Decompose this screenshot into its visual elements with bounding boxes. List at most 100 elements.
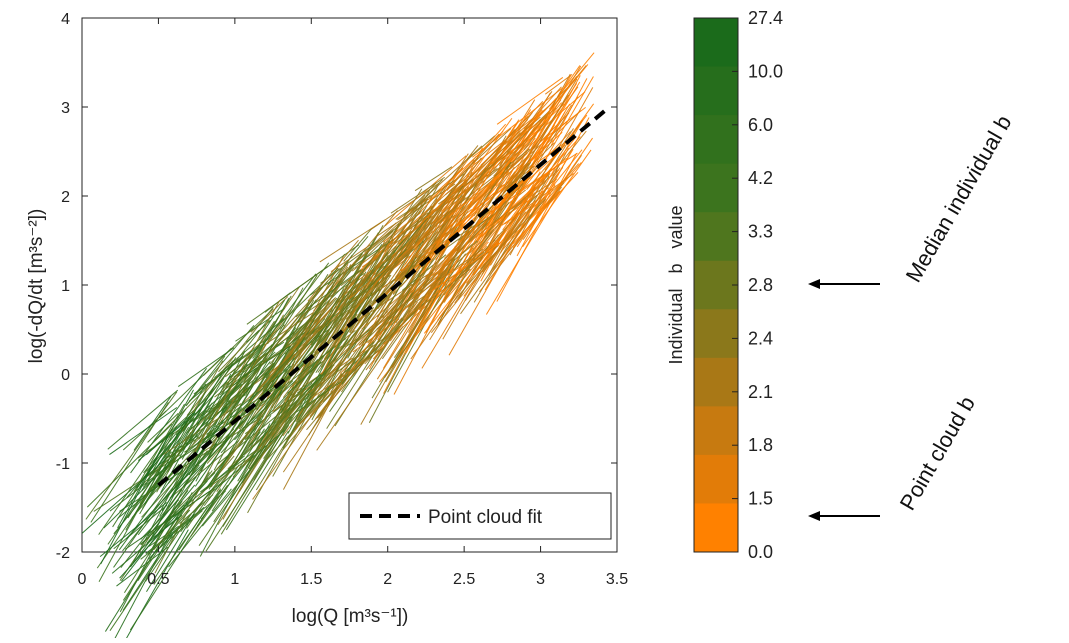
colorbar-tick-label: 6.0 bbox=[748, 115, 773, 135]
recession-segment bbox=[479, 186, 562, 293]
colorbar-tick-label: 4.2 bbox=[748, 168, 773, 188]
recession-segment bbox=[145, 506, 205, 554]
recession-segment bbox=[173, 455, 244, 534]
recession-segment bbox=[508, 165, 535, 188]
recession-segment bbox=[145, 412, 194, 456]
colorbar bbox=[693, 17, 739, 553]
recession-segment bbox=[521, 170, 552, 213]
recession-segment bbox=[267, 262, 330, 345]
y-tick-label: 3 bbox=[61, 100, 70, 117]
recession-segment bbox=[221, 372, 268, 446]
recession-segment bbox=[237, 401, 285, 482]
recession-segment bbox=[472, 142, 538, 205]
colorbar-segment bbox=[694, 503, 738, 553]
y-tick-label: 0 bbox=[61, 367, 70, 384]
recession-segment bbox=[462, 137, 549, 254]
recession-segment bbox=[544, 73, 573, 95]
recession-segment bbox=[186, 488, 215, 529]
recession-segment bbox=[315, 252, 369, 340]
recession-segment bbox=[227, 365, 272, 403]
colorbar-tick-label: 2.1 bbox=[748, 382, 773, 402]
recession-segment bbox=[258, 299, 286, 339]
recession-segment bbox=[291, 253, 363, 343]
recession-segment bbox=[403, 182, 437, 216]
recession-segment bbox=[365, 254, 458, 371]
recession-segment bbox=[295, 377, 348, 413]
recession-segment bbox=[323, 276, 361, 345]
recession-segment bbox=[430, 223, 521, 333]
recession-segment bbox=[526, 144, 566, 190]
recession-segment bbox=[392, 248, 484, 314]
recession-segment bbox=[496, 77, 564, 125]
recession-segment bbox=[346, 198, 429, 320]
recession-segment bbox=[512, 187, 559, 249]
recession-segment bbox=[294, 349, 374, 430]
recession-segment bbox=[367, 278, 396, 310]
colorbar-segment bbox=[694, 309, 738, 359]
legend: Point cloud fit bbox=[348, 492, 612, 540]
recession-segment bbox=[152, 437, 182, 472]
x-tick-label: 1.5 bbox=[300, 571, 322, 588]
colorbar-tick-label: 0.0 bbox=[748, 542, 773, 562]
recession-segment bbox=[493, 112, 550, 177]
x-tick-label: 2 bbox=[383, 571, 392, 588]
recession-segment bbox=[225, 343, 278, 432]
recession-segment bbox=[324, 278, 380, 361]
recession-segment bbox=[546, 148, 574, 193]
recession-segment bbox=[460, 196, 545, 315]
recession-segment bbox=[254, 313, 322, 408]
point-cloud-annotation: Point cloud b bbox=[808, 392, 980, 521]
recession-segment bbox=[523, 86, 562, 130]
recession-segment bbox=[358, 268, 429, 346]
recession-segment bbox=[117, 389, 194, 529]
recession-segment bbox=[354, 230, 394, 269]
recession-segment bbox=[116, 546, 169, 587]
recession-segment bbox=[121, 518, 170, 582]
recession-segment bbox=[310, 288, 345, 346]
recession-segment bbox=[488, 212, 522, 276]
recession-segment bbox=[85, 391, 178, 520]
recession-segment bbox=[153, 488, 222, 585]
recession-segment bbox=[119, 507, 176, 613]
colorbar-tick-label: 10.0 bbox=[748, 61, 783, 81]
recession-segment bbox=[439, 231, 493, 307]
recession-segment bbox=[295, 269, 362, 318]
median-annotation: Median individual b bbox=[808, 111, 1017, 289]
recession-segment bbox=[204, 415, 250, 463]
recession-segment bbox=[384, 155, 467, 227]
recession-segment bbox=[509, 147, 569, 256]
recession-segment bbox=[207, 314, 273, 398]
x-tick-label: 0.5 bbox=[147, 571, 169, 588]
recession-segment bbox=[500, 163, 580, 253]
recession-segment bbox=[475, 161, 532, 253]
colorbar-tick-label: 2.4 bbox=[748, 328, 773, 348]
recession-segment bbox=[166, 455, 246, 523]
recession-segment bbox=[310, 306, 375, 397]
recession-segment bbox=[435, 171, 510, 260]
recession-segment bbox=[494, 160, 530, 200]
recession-segment bbox=[146, 442, 172, 472]
recession-segment bbox=[429, 242, 497, 287]
recession-segment bbox=[468, 127, 512, 168]
point-cloud-arrow-head bbox=[808, 511, 820, 521]
recession-segment bbox=[271, 280, 329, 351]
recession-segment bbox=[442, 221, 511, 340]
recession-segment bbox=[414, 201, 456, 250]
colorbar-segment bbox=[694, 212, 738, 262]
y-axis-ticks: -2 -1 0 1 2 3 4 bbox=[56, 11, 617, 562]
recession-segment bbox=[120, 489, 183, 569]
recession-segment bbox=[203, 308, 274, 377]
x-axis-ticks: 0 0.5 1 1.5 2 2.5 3 3.5 bbox=[78, 18, 628, 588]
colorbar-segment bbox=[694, 260, 738, 310]
recession-segment bbox=[215, 419, 260, 471]
colorbar-tick-label: 27.4 bbox=[748, 8, 783, 28]
colorbar-title: Individual b value bbox=[666, 205, 686, 364]
recession-segment bbox=[435, 155, 477, 202]
recession-segment bbox=[425, 179, 462, 213]
recession-segment bbox=[416, 277, 448, 332]
y-tick-label: -2 bbox=[56, 545, 70, 562]
recession-segment bbox=[148, 467, 189, 543]
recession-segment bbox=[177, 347, 235, 387]
recession-segment bbox=[403, 219, 459, 321]
recession-segment bbox=[434, 158, 483, 211]
